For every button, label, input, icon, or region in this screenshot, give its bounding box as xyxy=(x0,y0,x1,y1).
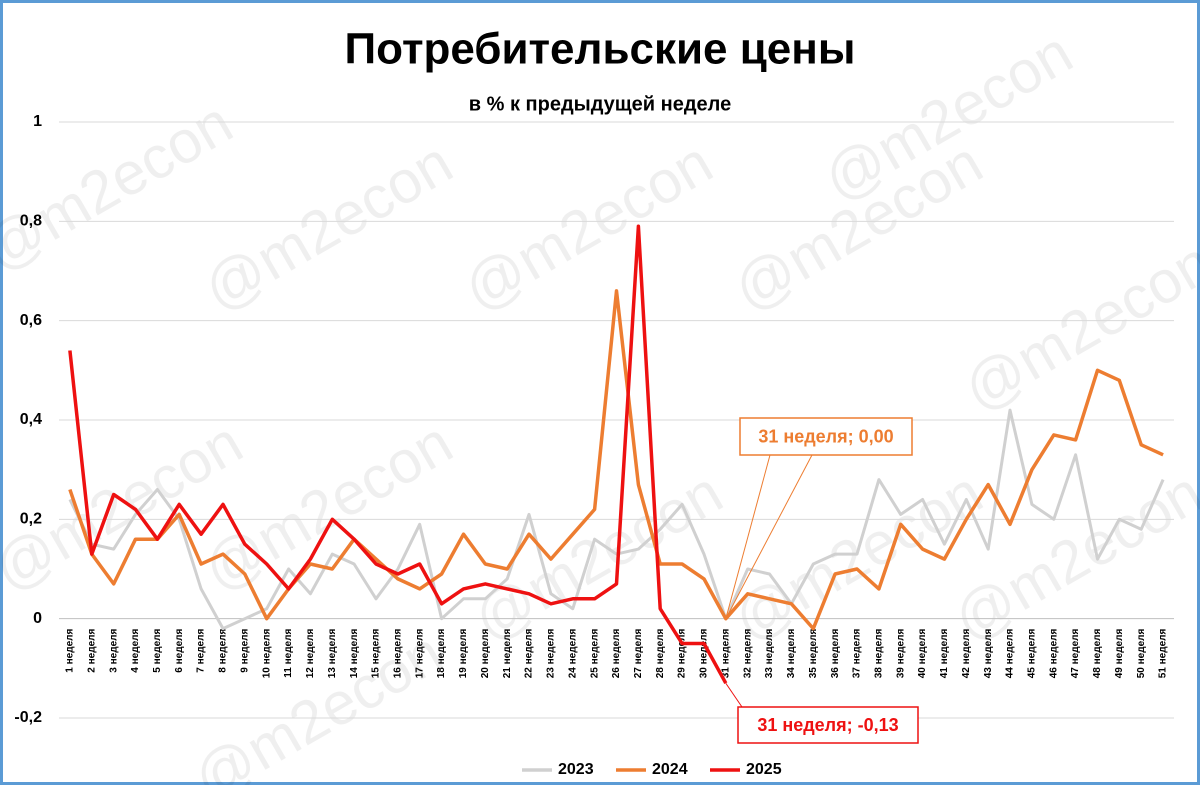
x-tick-label: 13 неделя xyxy=(327,629,338,679)
x-tick-label: 40 неделя xyxy=(917,629,928,679)
y-tick-label: -0,2 xyxy=(14,709,42,726)
series-line xyxy=(68,224,728,685)
x-tick-label: 16 неделя xyxy=(393,629,404,679)
x-tick-label: 35 неделя xyxy=(808,629,819,679)
x-tick-label: 4 неделя xyxy=(130,629,141,673)
legend-label: 2025 xyxy=(746,761,782,778)
y-tick-label: 1 xyxy=(33,113,42,130)
x-tick-label: 50 неделя xyxy=(1136,629,1147,679)
x-tick-label: 9 неделя xyxy=(239,629,250,673)
x-tick-label: 44 неделя xyxy=(1005,629,1016,679)
x-tick-label: 30 неделя xyxy=(699,629,710,679)
x-tick-label: 49 неделя xyxy=(1114,629,1125,679)
x-tick-label: 41 неделя xyxy=(939,629,950,679)
chart-title: Потребительские цены xyxy=(345,25,856,74)
series-line xyxy=(68,289,1164,631)
x-tick-label: 34 неделя xyxy=(786,629,797,679)
annotation-text: 31 неделя; -0,13 xyxy=(757,715,898,735)
x-tick-label: 8 неделя xyxy=(218,629,229,673)
x-tick-label: 29 неделя xyxy=(677,629,688,679)
y-tick-label: 0,8 xyxy=(20,213,42,230)
y-tick-label: 0,4 xyxy=(20,411,42,428)
x-tick-label: 5 неделя xyxy=(152,629,163,673)
x-tick-label: 11 неделя xyxy=(283,629,294,678)
annotation-box xyxy=(737,706,919,744)
x-tick-label: 26 неделя xyxy=(611,629,622,679)
legend-label: 2024 xyxy=(652,761,688,778)
x-tick-label: 15 неделя xyxy=(371,629,382,679)
x-tick-label: 18 неделя xyxy=(436,629,447,679)
x-tick-label: 3 неделя xyxy=(108,629,119,673)
x-tick-label: 48 неделя xyxy=(1092,629,1103,679)
x-tick-label: 21 неделя xyxy=(502,629,513,679)
x-tick-label: 14 неделя xyxy=(349,629,360,679)
annotation-text: 31 неделя; 0,00 xyxy=(758,426,893,446)
chart-subtitle: в % к предыдущей неделе xyxy=(469,93,731,115)
x-tick-label: 19 неделя xyxy=(458,629,469,679)
x-tick-label: 23 неделя xyxy=(546,629,557,679)
x-tick-label: 27 неделя xyxy=(633,629,644,679)
legend-label: 2023 xyxy=(558,761,594,778)
x-tick-label: 45 неделя xyxy=(1027,629,1038,679)
x-tick-label: 32 неделя xyxy=(742,629,753,679)
x-tick-label: 46 неделя xyxy=(1048,629,1059,679)
x-tick-label: 36 неделя xyxy=(830,629,841,679)
x-tick-label: 51 неделя xyxy=(1158,629,1169,679)
x-tick-label: 17 неделя xyxy=(414,629,425,679)
x-tick-label: 1 неделя xyxy=(65,629,76,673)
leader-line xyxy=(725,682,743,708)
leader-line xyxy=(725,454,813,619)
x-tick-label: 22 неделя xyxy=(524,629,535,679)
x-tick-label: 43 неделя xyxy=(983,629,994,679)
annotation-box xyxy=(739,417,913,456)
x-tick-label: 12 неделя xyxy=(305,629,316,679)
y-tick-label: 0,6 xyxy=(20,312,42,329)
x-tick-label: 38 неделя xyxy=(873,629,884,679)
x-tick-label: 33 неделя xyxy=(764,629,775,679)
leader-line xyxy=(725,454,771,619)
y-tick-label: 0,2 xyxy=(20,511,42,528)
y-tick-label: 0 xyxy=(33,610,42,627)
x-tick-label: 24 неделя xyxy=(567,629,578,679)
x-tick-label: 47 неделя xyxy=(1070,629,1081,679)
x-tick-label: 6 неделя xyxy=(174,629,185,673)
x-tick-label: 2 неделя xyxy=(86,629,97,673)
x-tick-label: 37 неделя xyxy=(852,629,863,679)
x-tick-label: 20 неделя xyxy=(480,629,491,679)
series-line xyxy=(68,408,1165,631)
x-tick-label: 42 неделя xyxy=(961,629,972,679)
x-tick-label: 31 неделя xyxy=(720,629,731,679)
x-tick-label: 25 неделя xyxy=(589,629,600,679)
x-tick-label: 28 неделя xyxy=(655,629,666,679)
x-tick-label: 10 неделя xyxy=(261,629,272,679)
x-tick-label: 39 неделя xyxy=(895,629,906,679)
x-tick-label: 7 неделя xyxy=(196,629,207,673)
